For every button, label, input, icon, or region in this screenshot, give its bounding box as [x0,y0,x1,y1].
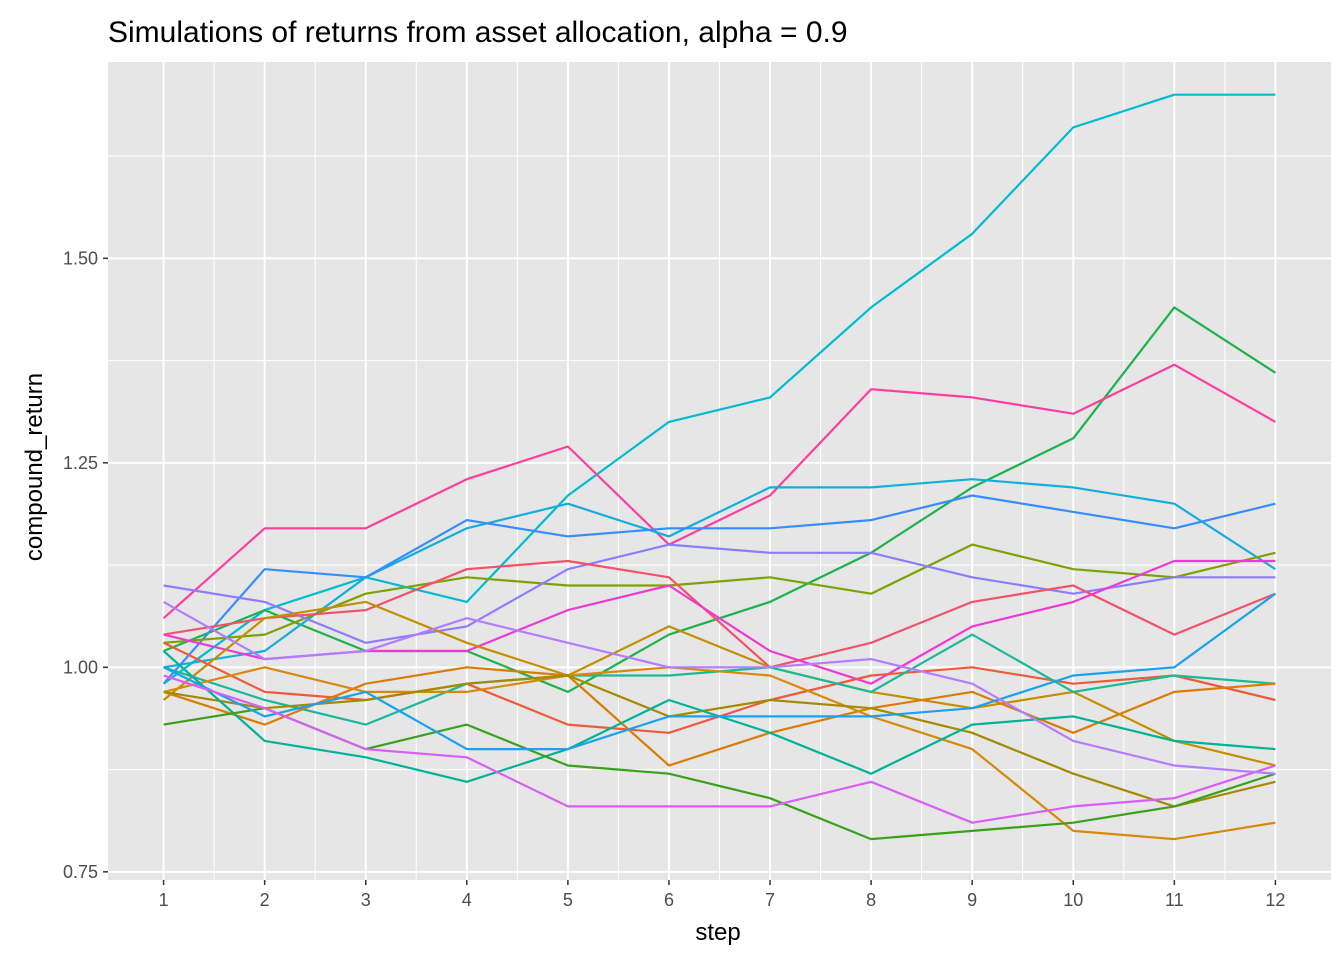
x-tick-label: 10 [1063,890,1083,910]
x-tick-label: 1 [159,890,169,910]
series-line-14 [163,666,1276,841]
series-line-4 [163,478,1276,669]
series-line-6 [163,543,1276,644]
series-line-20 [163,600,1276,775]
series-line-5 [162,494,1276,685]
series-line-7 [163,543,1276,644]
x-tick-label: 7 [765,890,775,910]
x-tick-label: 12 [1265,890,1285,910]
y-tick-label: 0.75 [63,862,98,882]
x-tick-label: 9 [967,890,977,910]
x-tick-label: 2 [260,890,270,910]
x-axis: 1 2 3 4 5 6 7 8 9 10 11 12 [159,880,1285,910]
series-lines [162,93,1277,841]
series-line-13 [163,666,1276,767]
y-axis-title: compound_return [21,373,48,561]
x-tick-label: 11 [1165,890,1184,910]
x-tick-label: 4 [462,890,472,910]
y-tick-label: 1.00 [63,657,98,677]
chart-title: Simulations of returns from asset alloca… [108,16,848,49]
y-tick-label: 1.50 [63,248,98,268]
series-line-18 [163,592,1277,751]
series-line-15 [163,674,1276,808]
x-tick-label: 5 [563,890,573,910]
x-tick-label: 6 [664,890,674,910]
major-grid [108,62,1331,880]
y-tick-label: 1.25 [63,453,98,473]
series-line-19 [163,674,1276,824]
x-tick-label: 3 [361,890,371,910]
series-line-1 [162,93,1276,685]
x-tick-label: 8 [866,890,876,910]
y-axis: 0.75 1.00 1.25 1.50 [63,248,108,882]
series-line-10 [162,600,1276,767]
x-axis-title: step [695,919,740,946]
series-line-8 [163,559,1276,669]
minor-grid [108,62,1331,880]
series-line-3 [162,363,1276,620]
